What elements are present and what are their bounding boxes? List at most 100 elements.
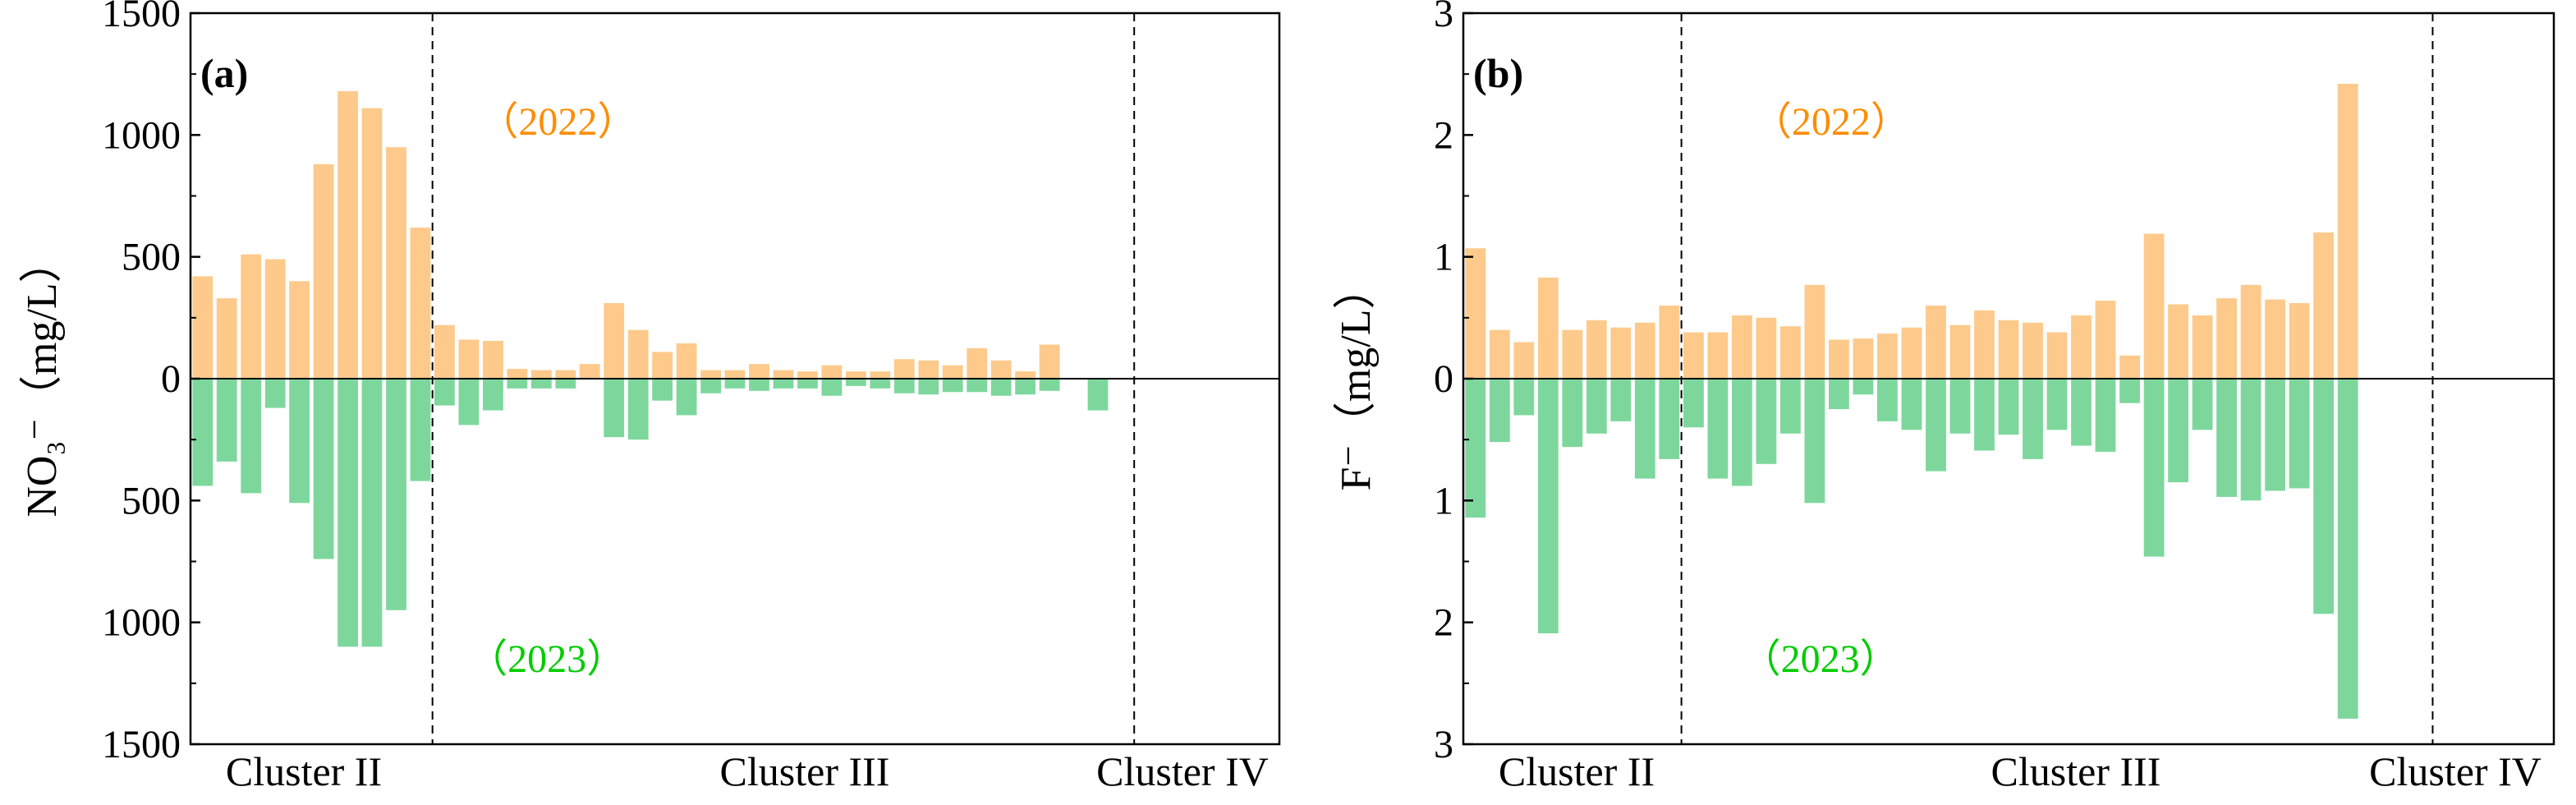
bar-2023-4: [264, 379, 286, 408]
bar-2022-27: [821, 365, 843, 379]
bar-2022-19: [1901, 327, 1922, 379]
bar-2023-23: [1998, 379, 2019, 435]
panel-a-tag: (a): [200, 50, 248, 96]
bar-2022-17: [1853, 338, 1874, 379]
bar-2023-17: [1853, 379, 1874, 395]
bar-2022-7: [337, 90, 358, 380]
bar-2022-13: [483, 341, 503, 379]
bar-2022-17: [579, 364, 600, 379]
bar-2023-24: [2023, 379, 2043, 459]
panel-a-cluster-iv-label: Cluster IV: [1096, 748, 1269, 794]
bar-2023-37: [2337, 379, 2358, 719]
y-tick-label-5: 500: [122, 479, 181, 522]
bar-2022-25: [2046, 332, 2068, 379]
bar-2023-3: [1513, 379, 1535, 416]
bar-2022-20: [1926, 306, 1946, 379]
panel-b-cluster-iii-label: Cluster III: [1991, 748, 2161, 794]
bar-2023-13: [483, 379, 503, 411]
bar-2022-37: [2337, 84, 2358, 379]
bar-2022-16: [555, 370, 576, 379]
bar-2022-9: [1659, 306, 1680, 379]
panel-a-cluster-iii-label: Cluster III: [720, 748, 890, 794]
bar-2022-25: [773, 370, 794, 379]
bar-2022-4: [264, 259, 286, 379]
bar-2023-36: [1039, 379, 1060, 391]
bar-2022-35: [2289, 303, 2310, 379]
bar-2022-18: [1877, 334, 1898, 379]
bar-2022-16: [1829, 339, 1849, 379]
bar-2023-30: [893, 379, 915, 393]
panel-a-cluster-ii-label: Cluster II: [226, 748, 382, 794]
bar-2023-15: [530, 379, 552, 389]
bar-2023-32: [2216, 379, 2237, 497]
bar-2023-35: [1015, 379, 1035, 395]
bar-2022-34: [990, 360, 1012, 380]
bar-2022-29: [870, 371, 891, 379]
bar-2023-38: [1087, 379, 1109, 411]
bar-2022-20: [652, 352, 673, 379]
bar-2022-3: [1513, 342, 1535, 379]
bar-2023-1: [192, 379, 214, 486]
y-tick-label-3: 500: [122, 236, 181, 279]
bar-2022-34: [2265, 299, 2285, 379]
bar-2023-21: [1949, 379, 1971, 434]
bar-2023-14: [507, 379, 528, 389]
bar-2023-19: [627, 379, 649, 440]
bar-2023-22: [700, 379, 721, 393]
bar-2022-31: [918, 360, 939, 380]
bar-2023-27: [2095, 379, 2116, 452]
bar-2022-1: [192, 276, 214, 379]
panel-b-y-axis-label: F⁻（mg/L）: [1333, 266, 1380, 490]
bar-2023-28: [846, 379, 866, 386]
bar-2022-5: [1562, 329, 1583, 379]
bar-2023-35: [2289, 379, 2310, 489]
bar-2022-9: [386, 147, 406, 379]
y-tick-label-4: 0: [1434, 357, 1453, 401]
bar-2022-4: [1537, 277, 1559, 379]
bar-2023-27: [821, 379, 843, 396]
bar-2023-2: [1489, 379, 1510, 443]
bar-2022-36: [1039, 344, 1060, 379]
y-tick-label-4: 0: [161, 357, 181, 401]
panel-b-bars: [1465, 84, 2358, 719]
y-tick-label-7: 3: [1434, 723, 1453, 766]
bar-2023-11: [434, 379, 455, 406]
panel-b-cluster-dividers: [1680, 13, 2434, 744]
bar-2023-19: [1901, 379, 1922, 430]
bar-2022-11: [1707, 332, 1729, 379]
bar-2023-1: [1465, 379, 1486, 518]
bar-2023-18: [1877, 379, 1898, 421]
bar-2022-33: [967, 347, 988, 379]
y-tick-label-1: 1500: [102, 0, 181, 35]
bar-2022-29: [2143, 233, 2165, 379]
bar-2023-34: [990, 379, 1012, 396]
bar-2023-12: [1732, 379, 1752, 486]
bar-2023-20: [652, 379, 673, 401]
bar-2023-36: [2313, 379, 2334, 614]
bar-2023-26: [2071, 379, 2092, 446]
bar-2022-22: [1974, 310, 1995, 379]
panel-a-year-2023-label: （2023）: [468, 637, 626, 681]
bar-2022-15: [1804, 284, 1825, 379]
panel-b-f-chart: 3 2 1 0 1 2 3 (b) （2022） （2023） F⁻（mg/L） Clust…: [1333, 0, 2555, 794]
bar-2022-5: [289, 281, 310, 379]
bar-2023-6: [1586, 379, 1607, 434]
bar-2022-23: [724, 370, 746, 379]
bar-2022-14: [507, 369, 528, 379]
bar-2023-29: [2143, 379, 2165, 557]
bar-2023-5: [289, 379, 310, 504]
bar-2023-22: [1974, 379, 1995, 451]
bar-2023-2: [216, 379, 237, 462]
bar-2023-7: [1610, 379, 1632, 421]
bar-2023-31: [918, 379, 939, 395]
bar-2023-26: [797, 379, 818, 389]
y-tick-label-1: 3: [1434, 0, 1453, 35]
bar-2022-8: [361, 108, 383, 379]
bar-2022-2: [1489, 329, 1510, 379]
bar-2023-8: [1634, 379, 1655, 479]
panel-b-tag: (b): [1473, 50, 1523, 96]
bar-2022-1: [1465, 248, 1486, 379]
bar-2022-28: [846, 371, 866, 379]
bar-2023-29: [870, 379, 891, 389]
